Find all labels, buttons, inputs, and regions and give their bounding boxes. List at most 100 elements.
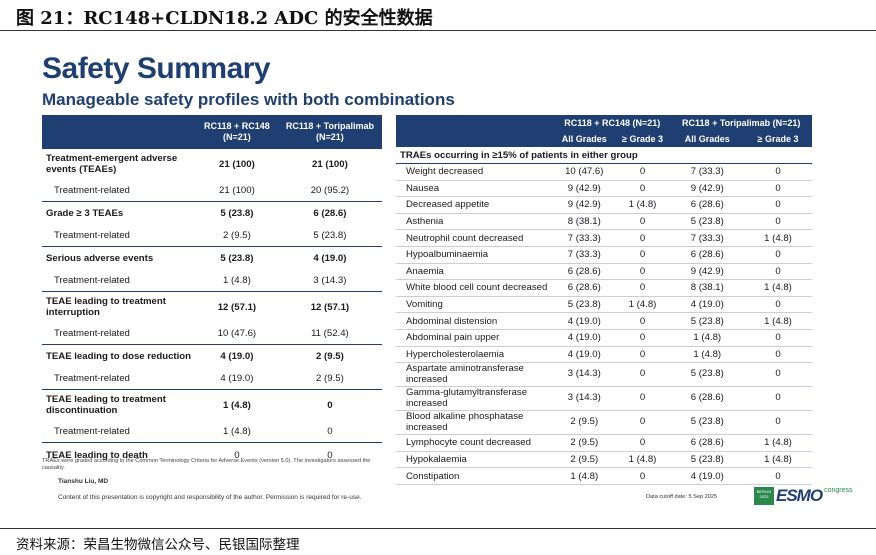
row-label: Anaemia: [396, 263, 554, 281]
row-label: Decreased appetite: [396, 196, 554, 214]
table-row: Aspartate aminotransferase increased 3 (1…: [396, 362, 812, 388]
value-cell: 1 (4.8): [223, 399, 251, 411]
value-cell: 0: [614, 312, 671, 330]
logo-text: ESMO: [776, 486, 823, 505]
value-cell: 20 (95.2): [310, 184, 350, 196]
row-label: Hypercholesterolaemia: [396, 346, 554, 364]
value-cell: 4 (19.0): [554, 312, 615, 330]
logo-congress: congress: [824, 486, 853, 494]
table-row: Nausea 9 (42.9) 0 9 (42.9) 0: [396, 180, 812, 198]
value-cell: 5 (23.8): [554, 296, 615, 314]
value-cell: 1 (4.8): [744, 451, 812, 469]
value-cell: 21 (100): [219, 184, 255, 196]
row-label: Hypoalbuminaemia: [396, 246, 554, 264]
header-cell: [42, 115, 196, 149]
row-label: Hypokalaemia: [396, 451, 554, 469]
value-cell: 0: [744, 196, 812, 214]
value-cell: 9 (42.9): [554, 196, 615, 214]
col-header: All Grades: [670, 131, 745, 147]
row-label: Treatment-related: [54, 425, 130, 437]
value-cell: 0: [744, 213, 812, 231]
row-label: Asthenia: [396, 213, 554, 231]
value-cell: 4 (19.0): [313, 252, 347, 264]
value-cell: 2 (9.5): [316, 372, 344, 384]
value-cell: 7 (33.3): [554, 246, 615, 264]
value-cell: 6 (28.6): [670, 386, 745, 412]
value-cell: 2 (9.5): [316, 350, 344, 362]
table-row: Hypoalbuminaemia 7 (33.3) 0 6 (28.6) 0: [396, 246, 812, 264]
value-cell: 4 (19.0): [670, 296, 745, 314]
table-row: Hypokalaemia 2 (9.5) 1 (4.8) 5 (23.8) 1 (4.8…: [396, 451, 812, 469]
value-cell: 0: [744, 346, 812, 364]
row-label: Weight decreased: [396, 163, 554, 181]
row-label: TEAE leading to treatment interruption: [46, 296, 166, 318]
value-cell: 1 (4.8): [614, 296, 671, 314]
value-cell: 0: [614, 386, 671, 412]
value-cell: 0: [614, 410, 671, 436]
figure-title: 图 21：RC148+CLDN18.2 ADC 的安全性数据: [16, 8, 433, 29]
value-cell: 7 (33.3): [670, 163, 745, 181]
value-cell: 1 (4.8): [670, 346, 745, 364]
value-cell: 2 (9.5): [554, 434, 615, 452]
value-cell: 0: [614, 163, 671, 181]
value-cell: 0: [744, 410, 812, 436]
value-cell: 0: [744, 296, 812, 314]
table-row: Treatment-related 1 (4.8) 3 (14.3): [42, 269, 382, 292]
table-row: Serious adverse events 5 (23.8) 4 (19.0): [42, 247, 382, 270]
value-cell: 6 (28.6): [554, 263, 615, 281]
table-row: Anaemia 6 (28.6) 0 9 (42.9) 0: [396, 263, 812, 281]
value-cell: 0: [614, 229, 671, 247]
value-cell: 5 (23.8): [670, 213, 745, 231]
value-cell: 0: [614, 467, 671, 485]
value-cell: 5 (23.8): [670, 312, 745, 330]
value-cell: 0: [744, 386, 812, 412]
table-row: Vomiting 5 (23.8) 1 (4.8) 4 (19.0) 0: [396, 296, 812, 314]
value-cell: 0: [614, 346, 671, 364]
value-cell: 5 (23.8): [670, 451, 745, 469]
presenter: Tianshu Liu, MD: [58, 478, 109, 485]
table-row: Treatment-related 10 (47.6) 11 (52.4): [42, 322, 382, 345]
row-label: White blood cell count decreased: [396, 279, 554, 297]
value-cell: 0: [614, 246, 671, 264]
group-header: RC118 + RC148 (N=21): [554, 115, 671, 131]
col-header: All Grades: [554, 131, 615, 147]
value-cell: 4 (19.0): [220, 350, 254, 362]
slide-subtitle: Manageable safety profiles with both com…: [42, 90, 455, 109]
value-cell: 0: [327, 425, 333, 437]
section-label: TRAEs occurring in ≥15% of patients in e…: [396, 147, 812, 164]
row-label: Blood alkaline phosphatase increased: [396, 410, 554, 436]
value-cell: 0: [234, 449, 240, 461]
esmo-logo: BERLIN 2025 ESMO congress: [754, 484, 852, 508]
table-row: Neutrophil count decreased 7 (33.3) 0 7 (33…: [396, 229, 812, 247]
value-cell: 1 (4.8): [554, 467, 615, 485]
row-label: Abdominal pain upper: [396, 329, 554, 347]
row-label: Treatment-related: [54, 372, 130, 384]
value-cell: 0: [614, 213, 671, 231]
value-cell: 7 (33.3): [554, 229, 615, 247]
value-cell: 0: [744, 362, 812, 388]
table-row: Constipation 1 (4.8) 0 4 (19.0) 0: [396, 467, 812, 485]
value-cell: 1 (4.8): [223, 425, 251, 437]
value-cell: 11 (52.4): [311, 327, 349, 339]
value-cell: 5 (23.8): [220, 252, 254, 264]
row-label: Treatment-related: [54, 184, 130, 196]
value-cell: 9 (42.9): [670, 263, 745, 281]
value-cell: 6 (28.6): [670, 246, 745, 264]
row-label: Abdominal distension: [396, 312, 554, 330]
row-label: TEAE leading to death: [46, 449, 148, 461]
value-cell: 4 (19.0): [220, 372, 254, 384]
value-cell: 1 (4.8): [223, 274, 251, 286]
trae-table: RC118 + RC148 (N=21) RC118 + Toripalimab…: [396, 115, 812, 485]
value-cell: 5 (23.8): [220, 207, 254, 219]
value-cell: 0: [614, 180, 671, 198]
corner-cell: [396, 115, 554, 147]
value-cell: 0: [614, 279, 671, 297]
table-row: TEAE leading to treatment discontinuatio…: [42, 390, 382, 421]
value-cell: 0: [744, 467, 812, 485]
value-cell: 0: [614, 362, 671, 388]
value-cell: 5 (23.8): [670, 410, 745, 436]
table-row: Treatment-related 21 (100) 20 (95.2): [42, 179, 382, 202]
row-label: Neutrophil count decreased: [396, 229, 554, 247]
value-cell: 0: [744, 263, 812, 281]
row-label: Constipation: [396, 467, 554, 485]
